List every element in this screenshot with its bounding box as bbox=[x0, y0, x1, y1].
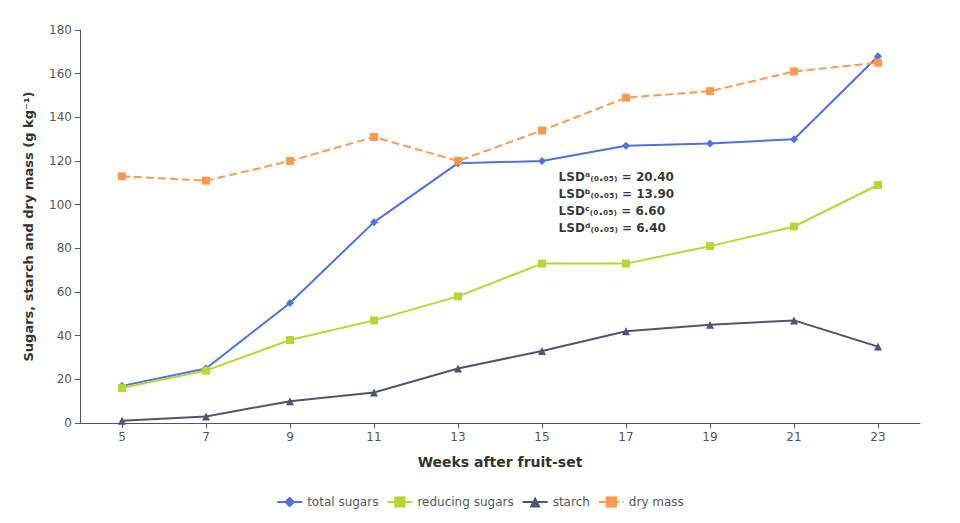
svg-text:reducing sugars: reducing sugars bbox=[417, 495, 513, 509]
svg-text:0: 0 bbox=[64, 416, 72, 430]
svg-text:19: 19 bbox=[702, 430, 717, 444]
svg-text:40: 40 bbox=[57, 329, 72, 343]
svg-text:100: 100 bbox=[49, 198, 72, 212]
svg-text:17: 17 bbox=[618, 430, 633, 444]
svg-text:7: 7 bbox=[202, 430, 210, 444]
svg-text:120: 120 bbox=[49, 154, 72, 168]
svg-text:LSDᵃ₍₀.₀₅₎ = 20.40: LSDᵃ₍₀.₀₅₎ = 20.40 bbox=[559, 170, 674, 184]
svg-text:dry mass: dry mass bbox=[629, 495, 684, 509]
svg-text:starch: starch bbox=[553, 495, 590, 509]
svg-text:140: 140 bbox=[49, 110, 72, 124]
svg-text:80: 80 bbox=[57, 241, 72, 255]
svg-text:180: 180 bbox=[49, 23, 72, 37]
svg-text:13: 13 bbox=[450, 430, 465, 444]
svg-text:total sugars: total sugars bbox=[307, 495, 378, 509]
svg-text:LSDᵇ₍₀.₀₅₎ = 13.90: LSDᵇ₍₀.₀₅₎ = 13.90 bbox=[559, 187, 675, 201]
svg-text:11: 11 bbox=[366, 430, 381, 444]
svg-text:21: 21 bbox=[786, 430, 801, 444]
svg-text:160: 160 bbox=[49, 67, 72, 81]
svg-text:20: 20 bbox=[57, 372, 72, 386]
svg-text:23: 23 bbox=[870, 430, 885, 444]
svg-text:15: 15 bbox=[534, 430, 549, 444]
svg-text:Weeks after fruit-set: Weeks after fruit-set bbox=[418, 454, 583, 470]
svg-text:9: 9 bbox=[286, 430, 294, 444]
svg-text:LSDᵈ₍₀.₀₅₎ = 6.40: LSDᵈ₍₀.₀₅₎ = 6.40 bbox=[559, 221, 666, 235]
svg-text:LSDᶜ₍₀.₀₅₎ = 6.60: LSDᶜ₍₀.₀₅₎ = 6.60 bbox=[559, 204, 665, 218]
svg-text:60: 60 bbox=[57, 285, 72, 299]
svg-text:Sugars, starch and dry mass (g: Sugars, starch and dry mass (g kg⁻¹) bbox=[21, 91, 36, 361]
svg-text:5: 5 bbox=[118, 430, 126, 444]
